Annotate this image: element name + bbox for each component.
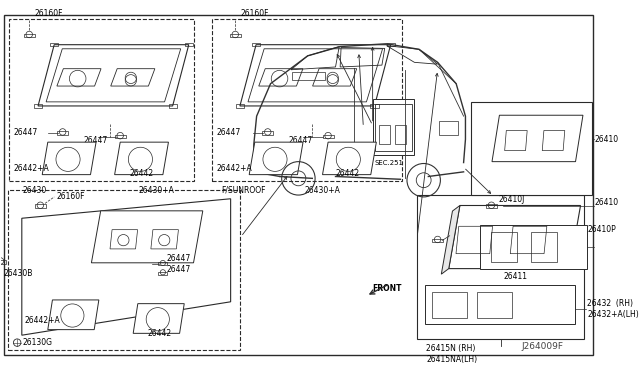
Bar	[424, 285, 575, 324]
Polygon shape	[92, 211, 203, 263]
Text: 26447: 26447	[217, 128, 241, 137]
Polygon shape	[133, 304, 184, 333]
Polygon shape	[249, 142, 303, 174]
Bar	[492, 232, 517, 262]
Bar	[168, 104, 177, 108]
Bar	[252, 43, 260, 46]
Text: 26432+A(LH): 26432+A(LH)	[587, 310, 639, 319]
Bar	[531, 232, 557, 262]
Bar	[8, 190, 240, 350]
Bar	[417, 195, 584, 339]
Text: 26411: 26411	[504, 272, 527, 281]
Bar	[34, 104, 42, 108]
Bar	[236, 104, 244, 108]
Bar	[24, 33, 35, 37]
Text: 26442+A: 26442+A	[13, 164, 49, 173]
Bar	[9, 19, 195, 181]
Bar	[323, 135, 333, 138]
Bar	[432, 238, 443, 242]
Bar	[477, 292, 512, 318]
Text: J264009F: J264009F	[521, 342, 563, 351]
Bar	[379, 125, 390, 144]
Bar	[471, 102, 591, 195]
Bar	[292, 72, 324, 80]
Bar	[387, 43, 395, 46]
Polygon shape	[449, 205, 580, 269]
Text: 26160F: 26160F	[56, 192, 84, 201]
Text: 26410: 26410	[595, 135, 619, 144]
Bar	[372, 99, 415, 155]
Bar	[486, 204, 497, 208]
Text: 26442: 26442	[335, 169, 360, 178]
Polygon shape	[240, 45, 390, 106]
Polygon shape	[42, 142, 96, 174]
Bar	[262, 131, 273, 135]
Text: 26442: 26442	[147, 329, 172, 338]
Bar	[159, 272, 167, 275]
Polygon shape	[48, 300, 99, 330]
Bar	[395, 125, 406, 144]
Text: 26410J: 26410J	[499, 195, 525, 204]
Bar	[185, 43, 193, 46]
Text: 26447: 26447	[83, 136, 108, 145]
Polygon shape	[22, 199, 230, 335]
Bar	[35, 204, 46, 208]
Bar	[212, 19, 403, 181]
Text: FRONT: FRONT	[372, 284, 402, 293]
Text: 26160F: 26160F	[35, 9, 63, 17]
Text: 26447: 26447	[166, 254, 191, 263]
Text: 26160F: 26160F	[241, 9, 269, 17]
Polygon shape	[492, 115, 583, 162]
Text: 26430B: 26430B	[3, 269, 33, 278]
Text: 26415N (RH): 26415N (RH)	[426, 344, 476, 353]
Text: SEC.251: SEC.251	[374, 160, 403, 166]
Bar	[57, 131, 68, 135]
Bar	[230, 33, 241, 37]
Text: 26442+A: 26442+A	[217, 164, 252, 173]
Polygon shape	[442, 205, 460, 274]
Text: 26432  (RH): 26432 (RH)	[587, 299, 633, 308]
Bar	[0, 260, 6, 264]
Polygon shape	[38, 45, 189, 106]
Bar	[376, 104, 412, 151]
Text: 26447: 26447	[13, 128, 38, 137]
Text: 26447: 26447	[288, 136, 312, 145]
Bar	[50, 43, 58, 46]
Text: 26442+A: 26442+A	[24, 316, 60, 325]
Polygon shape	[115, 142, 168, 174]
Text: F/SUNROOF: F/SUNROOF	[221, 186, 266, 195]
Bar	[480, 225, 587, 269]
Text: 26410P: 26410P	[587, 225, 616, 234]
Bar	[440, 121, 458, 135]
Text: 26447: 26447	[166, 265, 191, 274]
Text: 26430+A: 26430+A	[139, 186, 175, 195]
Bar	[432, 292, 467, 318]
Text: 26430+A: 26430+A	[305, 186, 340, 195]
Bar	[159, 262, 167, 265]
Text: 26130G: 26130G	[23, 338, 52, 347]
Text: 26442: 26442	[129, 169, 154, 178]
Polygon shape	[323, 142, 376, 174]
Bar	[371, 104, 378, 108]
Text: 26410: 26410	[595, 198, 619, 207]
Text: 26415NA(LH): 26415NA(LH)	[426, 355, 477, 364]
Bar	[115, 135, 125, 138]
Text: 26430: 26430	[23, 186, 47, 195]
